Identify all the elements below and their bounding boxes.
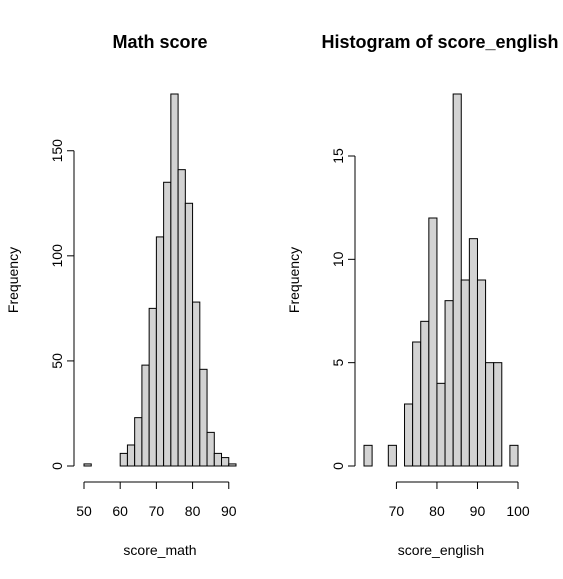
histogram-bar (428, 217, 438, 467)
y-tick-label: 0 (49, 462, 65, 470)
y-axis-label: Frequency (5, 247, 21, 313)
y-tick-label: 10 (330, 251, 346, 267)
x-axis-label: score_english (398, 542, 484, 558)
histogram-bar (184, 202, 194, 467)
bars (83, 93, 237, 467)
x-tick-label: 60 (112, 503, 128, 519)
y-tick-label: 150 (49, 139, 65, 163)
y-tick-label: 0 (330, 462, 346, 470)
x-tick-label: 50 (76, 503, 92, 519)
histogram-bar (452, 93, 462, 467)
histogram-bar (134, 417, 143, 467)
histogram-bar (206, 431, 215, 467)
histogram-bar (468, 238, 478, 467)
histogram-bar (387, 444, 397, 467)
histogram-bar (460, 279, 470, 467)
x-axis: 50 60 70 80 90 (76, 481, 237, 519)
y-tick-label: 100 (49, 244, 65, 268)
histogram-bar (148, 307, 157, 467)
histogram-bar (404, 403, 414, 467)
x-tick-label: 90 (470, 503, 486, 519)
histogram-bar (221, 457, 230, 467)
y-tick-label: 15 (330, 148, 346, 164)
histogram-bar (126, 444, 136, 467)
histogram-bar (155, 236, 165, 467)
histogram-bar (363, 444, 373, 467)
x-axis-label: score_math (123, 542, 196, 558)
x-tick-label: 100 (506, 503, 530, 519)
histogram-bar (199, 368, 208, 467)
histogram-bar (83, 463, 92, 467)
histogram-bar (476, 279, 487, 467)
chart-title: Math score (112, 32, 207, 52)
x-tick-label: 80 (429, 503, 445, 519)
y-tick-label: 50 (49, 353, 65, 369)
histogram-bar (192, 301, 201, 467)
x-tick-label: 70 (389, 503, 405, 519)
histogram-bar (170, 93, 179, 467)
histogram-bar (444, 300, 454, 467)
y-axis-label: Frequency (286, 247, 302, 313)
histogram-bar (119, 452, 128, 467)
histogram-bar (509, 444, 519, 467)
x-tick-label: 80 (185, 503, 201, 519)
chart-title: Histogram of score_english (321, 32, 558, 52)
histogram-bar (141, 364, 150, 467)
y-axis: 0 5 10 15 (330, 148, 356, 470)
bars (363, 93, 519, 467)
histogram-bar (493, 362, 503, 467)
x-axis: 70 80 90 100 (389, 481, 530, 519)
histogram-bar (228, 463, 237, 467)
histogram-bar (177, 169, 186, 467)
histogram-bar (485, 362, 495, 467)
histogram-bar (436, 382, 446, 467)
histogram-bar (412, 341, 422, 467)
histogram-bar (163, 181, 172, 467)
histogram-bar (420, 320, 430, 467)
histogram-bar (213, 452, 223, 467)
math-score-histogram: Math score Frequency score_math 0 50 100 15… (5, 32, 237, 558)
english-score-histogram: Histogram of score_english Frequency sco… (286, 32, 559, 558)
y-tick-label: 5 (330, 359, 346, 367)
x-tick-label: 70 (149, 503, 165, 519)
x-tick-label: 90 (221, 503, 237, 519)
y-axis: 0 50 100 150 (49, 139, 75, 470)
